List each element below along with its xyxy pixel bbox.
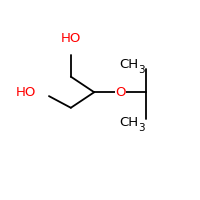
Text: 3: 3 <box>138 123 145 133</box>
Text: HO: HO <box>15 86 36 99</box>
Text: HO: HO <box>61 32 81 45</box>
Text: 3: 3 <box>138 65 145 75</box>
Text: CH: CH <box>119 58 138 71</box>
Text: O: O <box>115 86 126 99</box>
Text: CH: CH <box>119 116 138 129</box>
